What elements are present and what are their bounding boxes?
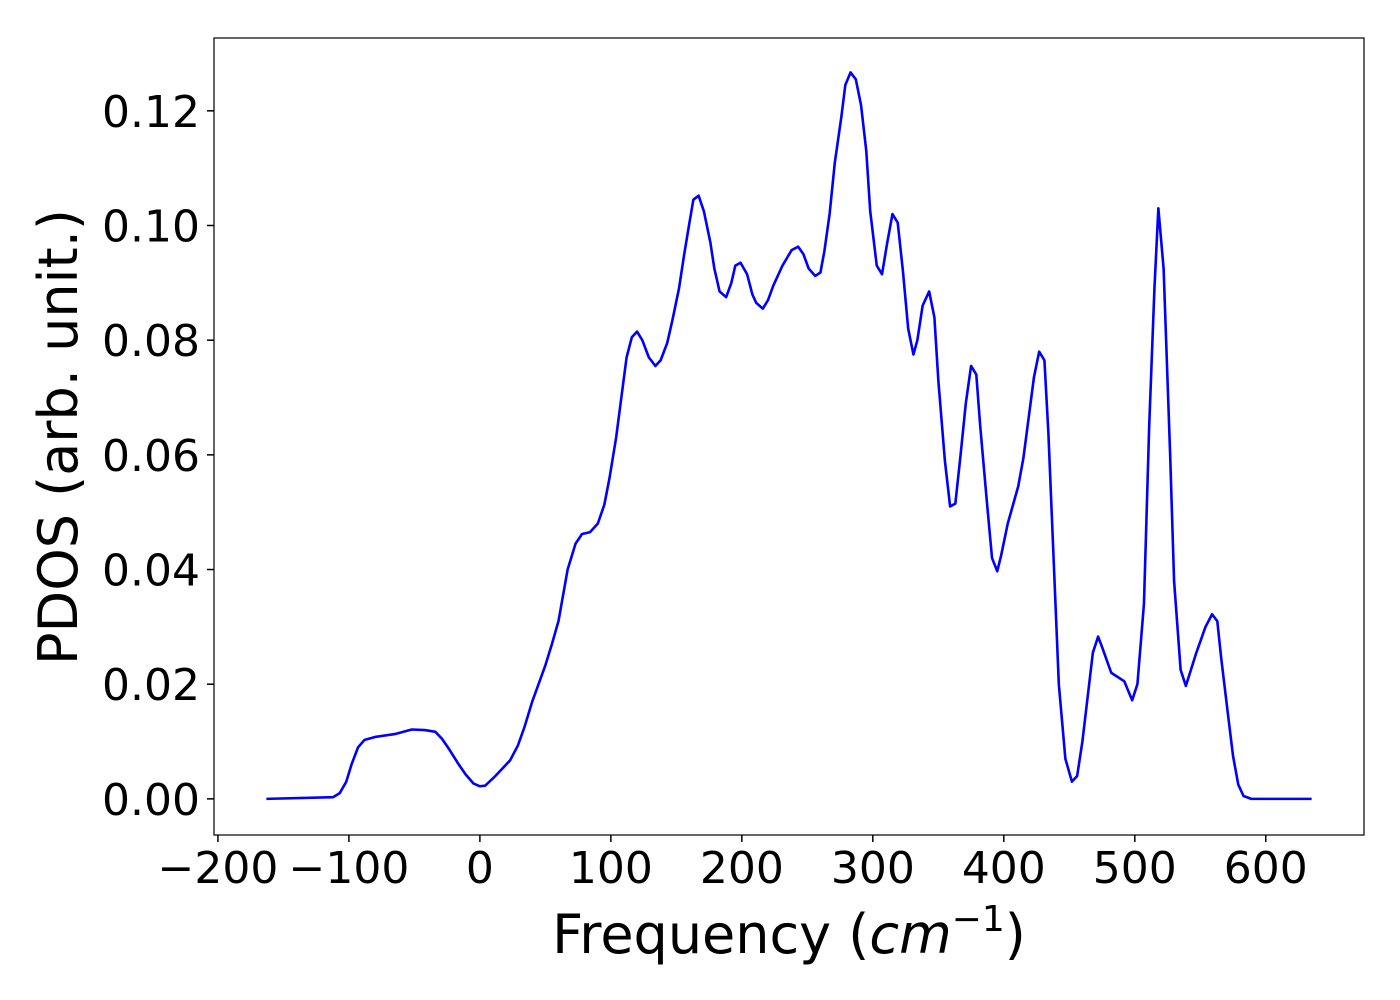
x-tick-label: 600 bbox=[1224, 843, 1308, 894]
x-tick-label: 500 bbox=[1093, 843, 1177, 894]
y-axis-label: PDOS (arb. unit.) bbox=[27, 209, 90, 665]
y-tick-label: 0.02 bbox=[102, 660, 200, 711]
plot-frame bbox=[213, 37, 1365, 836]
x-tick-label: 100 bbox=[569, 843, 653, 894]
x-tick-label: −100 bbox=[288, 843, 409, 894]
x-tick-label: 0 bbox=[466, 843, 494, 894]
x-axis-label-close: ) bbox=[1005, 903, 1026, 966]
data-line bbox=[266, 71, 1312, 801]
y-tick-label: 0.12 bbox=[102, 87, 200, 138]
x-axis-label-math: cm bbox=[869, 903, 951, 966]
x-tick-label: 300 bbox=[831, 843, 915, 894]
x-axis-label: Frequency (cm−1) bbox=[552, 899, 1026, 966]
x-tick-label: 400 bbox=[962, 843, 1046, 894]
y-tick-label: 0.10 bbox=[102, 201, 200, 252]
x-axis-label-sup: −1 bbox=[952, 899, 1005, 940]
x-axis-label-text: Frequency ( bbox=[552, 903, 869, 966]
x-tick-label: −200 bbox=[157, 843, 278, 894]
x-tick-label: 200 bbox=[700, 843, 784, 894]
y-tick-label: 0.08 bbox=[102, 316, 200, 367]
y-tick-label: 0.06 bbox=[102, 431, 200, 482]
y-tick-label: 0.04 bbox=[102, 546, 200, 597]
y-tick-label: 0.00 bbox=[102, 775, 200, 826]
